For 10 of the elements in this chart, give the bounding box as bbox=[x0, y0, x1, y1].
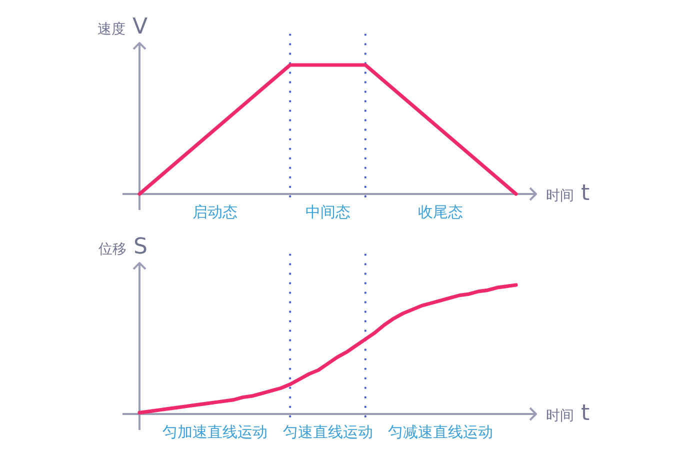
annotation: 收尾态 bbox=[418, 203, 464, 221]
annotation: 中间态 bbox=[305, 203, 350, 221]
annotation: 匀减速直线运动 bbox=[388, 423, 494, 441]
annotation: 匀速直线运动 bbox=[282, 423, 373, 441]
xlabel: 时间 t bbox=[546, 401, 590, 426]
annotation: 匀加速直线运动 bbox=[162, 423, 268, 441]
annotation: 启动态 bbox=[192, 203, 238, 221]
xlabel: 时间 t bbox=[546, 181, 590, 206]
ylabel: 速度 V bbox=[97, 14, 148, 40]
ylabel: 位移 S bbox=[98, 234, 148, 260]
